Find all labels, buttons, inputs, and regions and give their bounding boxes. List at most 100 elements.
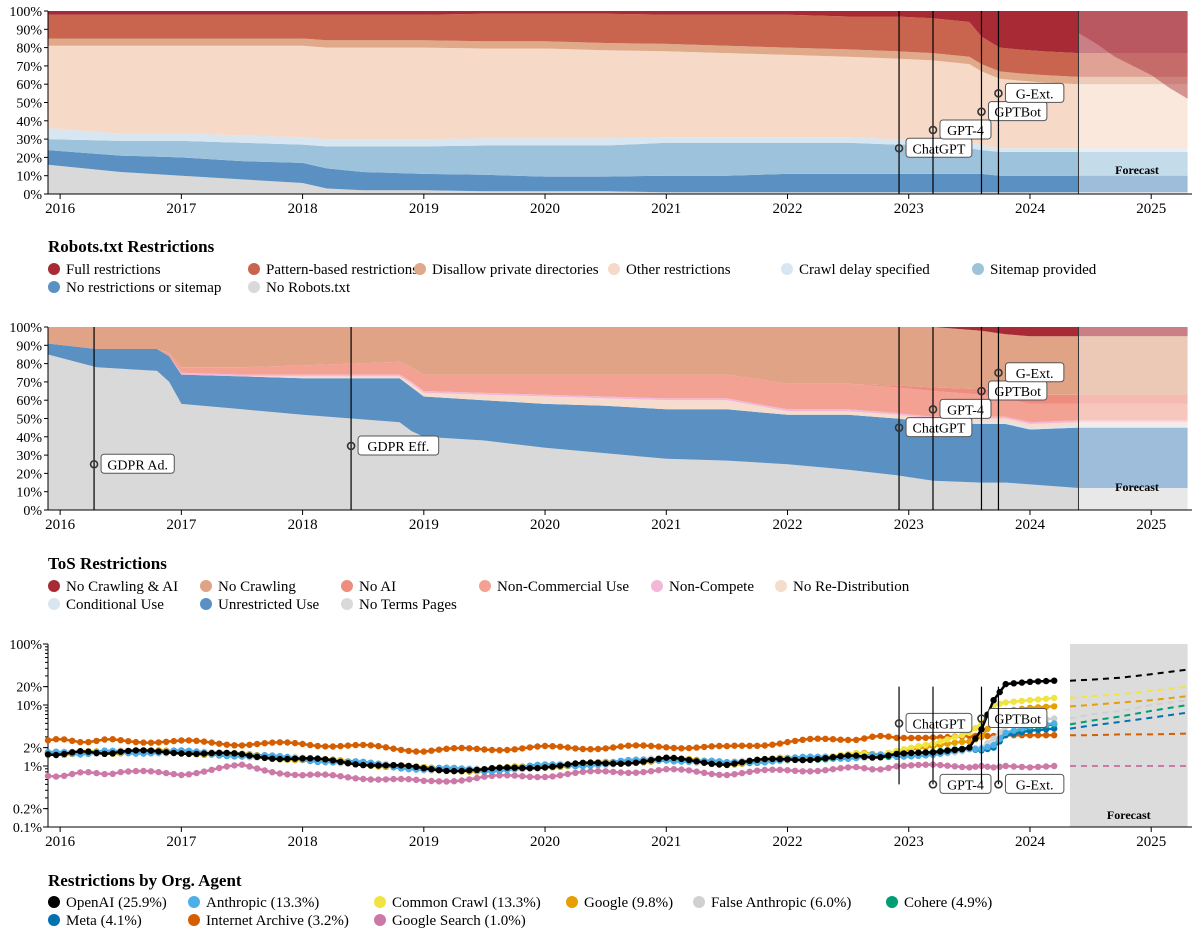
point-internet-archive-3-2 (769, 741, 776, 748)
point-internet-archive-3-2 (678, 745, 685, 752)
point-openai-25-9 (178, 750, 185, 757)
point-openai-25-9 (877, 754, 884, 761)
point-internet-archive-3-2 (837, 736, 844, 743)
point-google-search-1-0 (716, 771, 723, 778)
forecast-line-meta-4-1 (1069, 711, 1188, 730)
point-anthropic-13-3 (996, 735, 1003, 743)
y-tick-label: 0% (23, 504, 42, 519)
point-openai-25-9 (109, 750, 116, 757)
point-internet-archive-3-2 (799, 736, 806, 743)
point-openai-25-9 (261, 754, 268, 762)
event-marker-icon (894, 423, 904, 432)
point-google-search-1-0 (1026, 764, 1034, 771)
point-internet-archive-3-2 (291, 739, 299, 747)
point-google-search-1-0 (701, 769, 708, 776)
point-openai-25-9 (807, 756, 814, 764)
point-google-search-1-0 (1051, 762, 1058, 770)
legend-item-meta-4-1: Meta (4.1%) (48, 912, 142, 930)
point-openai-25-9 (678, 755, 685, 762)
point-false-anthropic-6-0 (996, 729, 1003, 736)
point-google-search-1-0 (541, 773, 549, 781)
point-openai-25-9 (428, 766, 435, 773)
point-internet-archive-3-2 (594, 745, 602, 753)
point-openai-25-9 (922, 749, 929, 756)
y-tick-label: 100% (9, 321, 42, 336)
point-openai-25-9 (140, 747, 147, 754)
point-google-search-1-0 (900, 762, 908, 769)
area-crawl-delay-specified (48, 128, 1079, 152)
point-openai-25-9 (405, 762, 412, 770)
point-internet-archive-3-2 (52, 736, 60, 743)
point-google-search-1-0 (617, 769, 624, 776)
x-tick-label-2017: 2017 (166, 517, 197, 533)
point-google-search-1-0 (632, 769, 640, 776)
point-google-search-1-0 (990, 764, 997, 771)
point-internet-archive-3-2 (984, 732, 991, 740)
point-openai-25-9 (564, 761, 571, 768)
legend-label: Non-Compete (669, 579, 754, 595)
point-openai-25-9 (231, 750, 238, 757)
agents-line-chart: Forecast 100% 20% 10% 2% 1% 0.2% 0.1%2016 2017 20… (9, 638, 1192, 850)
point-openai-25-9 (344, 760, 352, 767)
point-internet-archive-3-2 (382, 744, 390, 751)
legend-swatch-icon (48, 914, 60, 926)
point-openai-25-9 (716, 761, 723, 768)
event-box (939, 119, 992, 140)
point-google-search-1-0 (360, 775, 367, 783)
legend-swatch-icon (341, 580, 353, 592)
x-tick-label-2016: 2016 (45, 834, 76, 850)
legend-item-common-crawl-13-3: Common Crawl (13.3%) (374, 894, 541, 912)
point-google-search-1-0 (869, 766, 876, 773)
point-common-crawl-13-3 (958, 732, 966, 739)
point-google-search-1-0 (776, 766, 784, 773)
y-tick-label: 90% (16, 339, 42, 354)
area-unrestricted-use (48, 343, 1079, 488)
point-google-search-1-0 (261, 767, 268, 774)
point-anthropic-13-3 (972, 745, 979, 753)
event-label-g-ext: G-Ext. (1016, 87, 1054, 102)
point-internet-archive-3-2 (885, 733, 892, 740)
point-openai-25-9 (799, 756, 806, 764)
point-internet-archive-3-2 (170, 737, 177, 745)
point-internet-archive-3-2 (900, 734, 908, 742)
point-google-search-1-0 (511, 772, 518, 779)
point-common-crawl-13-3 (1051, 694, 1058, 702)
point-google-search-1-0 (246, 763, 253, 770)
point-openai-25-9 (488, 765, 496, 772)
line-common-crawl-13-3 (47, 696, 1055, 773)
point-google-search-1-0 (291, 771, 299, 779)
point-google-search-1-0 (170, 770, 177, 778)
legend-item-sitemap-provided: Sitemap provided (972, 261, 1096, 279)
point-google-search-1-0 (799, 768, 806, 775)
point-google-search-1-0 (253, 765, 261, 772)
point-internet-archive-3-2 (746, 742, 753, 749)
point-google-search-1-0 (488, 772, 496, 779)
legend-swatch-icon (566, 896, 578, 908)
point-internet-archive-3-2 (670, 744, 678, 752)
point-openai-25-9 (450, 767, 458, 775)
event-marker-icon (994, 368, 1003, 378)
point-google-search-1-0 (420, 777, 427, 784)
point-google-search-1-0 (435, 778, 443, 785)
point-google-search-1-0 (466, 776, 473, 783)
point-google-search-1-0 (738, 769, 746, 777)
point-internet-archive-3-2 (276, 739, 284, 746)
forecast-area-crawl-delay-specified (1078, 148, 1188, 152)
legend-label: Crawl delay specified (799, 262, 930, 278)
point-openai-25-9 (893, 750, 900, 758)
point-openai-25-9 (594, 759, 602, 766)
area-full-restrictions (48, 11, 1079, 54)
point-openai-25-9 (44, 751, 52, 758)
point-common-crawl-13-3 (908, 744, 915, 751)
point-internet-archive-3-2 (352, 741, 359, 749)
legend-swatch-icon (248, 263, 260, 275)
point-openai-25-9 (708, 760, 715, 767)
point-google-search-1-0 (519, 773, 526, 780)
x-tick-label-2023: 2023 (894, 517, 924, 533)
point-google-search-1-0 (587, 768, 594, 775)
point-openai-25-9 (420, 765, 427, 772)
event-marker-icon (994, 89, 1003, 98)
legend-item-unrestricted-use: Unrestricted Use (200, 596, 319, 614)
x-tick-label-2020: 2020 (530, 834, 560, 850)
point-openai-25-9 (69, 749, 76, 756)
